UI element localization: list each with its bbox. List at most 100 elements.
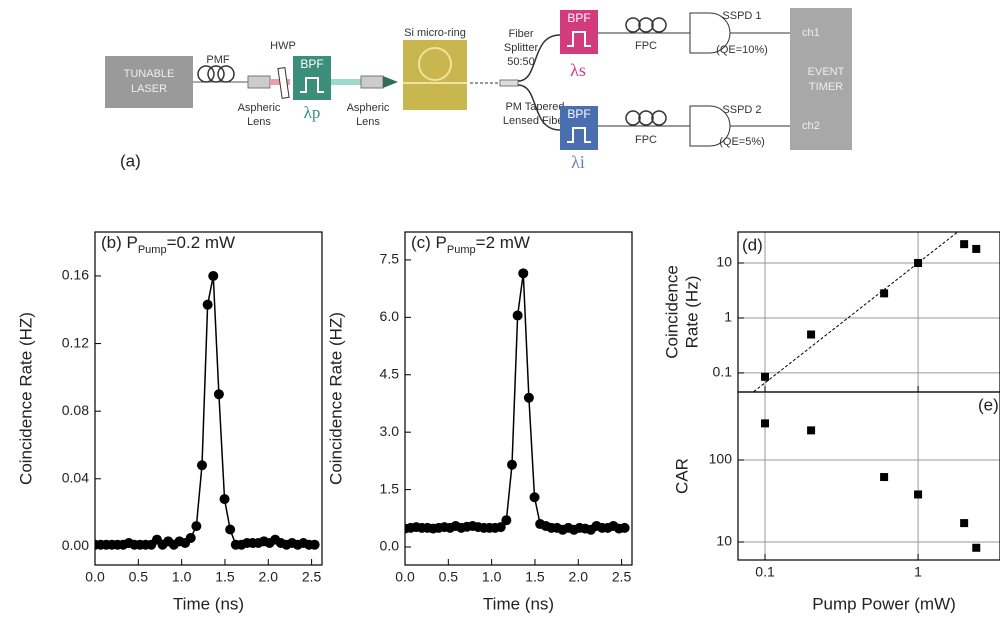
x-axis-label: Pump Power (mW) bbox=[812, 594, 956, 613]
chart: 0.0 0.5 1.0 1.5 2.0 2.5 0.0 1.5 3.0 4.5 6.0 7.5 Time… bbox=[326, 231, 633, 613]
data-point bbox=[880, 289, 889, 298]
split-fibers bbox=[517, 34, 561, 131]
plot-frame bbox=[737, 231, 1000, 393]
data-point bbox=[208, 270, 219, 281]
bpf-icon bbox=[567, 127, 591, 143]
ch-label: ch2 bbox=[802, 120, 820, 132]
y-tick-label: 0.0 bbox=[380, 538, 400, 554]
sspd2 bbox=[689, 105, 731, 147]
fpc bbox=[625, 17, 667, 126]
data-point bbox=[225, 524, 236, 535]
qe-label: (QE=10%) bbox=[716, 44, 768, 56]
x-tick-label: 1 bbox=[914, 564, 922, 580]
plot-frame bbox=[737, 391, 1000, 561]
data-point bbox=[185, 532, 196, 543]
fpc-label: FPC bbox=[635, 134, 657, 146]
plot-area bbox=[752, 232, 981, 392]
timer-label: TIMER bbox=[809, 81, 843, 93]
y-tick-label: 10 bbox=[716, 254, 732, 270]
x-tick-label: 2.5 bbox=[302, 569, 322, 585]
y-tick-label: 0.1 bbox=[713, 364, 733, 380]
x-tick-label: 0.0 bbox=[395, 569, 415, 585]
y-tick-label: 6.0 bbox=[380, 308, 400, 324]
lens-label: Aspheric bbox=[238, 102, 281, 114]
data-point bbox=[512, 310, 523, 321]
timer-label: EVENT bbox=[808, 66, 845, 78]
sspd1 bbox=[689, 12, 731, 54]
y-axis-label: Rate (Hz) bbox=[682, 276, 701, 349]
y-axis-label: Coincidence bbox=[662, 265, 681, 359]
x-tick-label: 2.0 bbox=[569, 569, 589, 585]
annotation-text: =0.2 mW bbox=[167, 233, 236, 252]
chart: 0.1 1 10 Coincidence Rate (Hz) (d) bbox=[662, 231, 1000, 393]
x-axis-label: Time (ns) bbox=[173, 594, 244, 613]
data-point bbox=[495, 522, 506, 533]
data-point bbox=[213, 389, 224, 400]
lens bbox=[360, 75, 384, 89]
data-point bbox=[529, 492, 540, 503]
x-tick-label: 1.5 bbox=[215, 569, 235, 585]
data-point bbox=[807, 426, 816, 435]
x-tick-label: 0.0 bbox=[85, 569, 105, 585]
x-tick-label: 1.0 bbox=[482, 569, 502, 585]
data-point bbox=[972, 244, 981, 253]
data-point bbox=[507, 459, 518, 470]
panel-annotation: (e) bbox=[978, 395, 999, 414]
y-axis-label: Coincidence Rate (HZ) bbox=[326, 312, 345, 485]
x-tick-label: 1.5 bbox=[525, 569, 545, 585]
x-tick-label: 1.0 bbox=[172, 569, 192, 585]
data-point bbox=[523, 392, 534, 403]
tapered-label: PM Tapered bbox=[505, 101, 564, 113]
lambda-p: λp bbox=[304, 103, 321, 122]
annotation-text: =2 mW bbox=[476, 233, 530, 252]
bpf-label: BPF bbox=[300, 57, 323, 71]
data-point bbox=[191, 521, 202, 532]
data-point bbox=[880, 473, 889, 482]
fpc-label: FPC bbox=[635, 40, 657, 52]
x-tick-label: 0.5 bbox=[439, 569, 459, 585]
y-tick-label: 0.00 bbox=[62, 537, 89, 553]
y-axis-label: Coincidence Rate (HZ) bbox=[16, 312, 35, 485]
x-axis-label: Time (ns) bbox=[483, 594, 554, 613]
data-point bbox=[309, 539, 320, 550]
y-tick-label: 1.5 bbox=[380, 480, 400, 496]
laser-label: TUNABLE bbox=[124, 68, 175, 80]
splitter-label: Splitter bbox=[504, 42, 539, 54]
bpf-icon bbox=[300, 77, 324, 93]
lens-label: Lens bbox=[247, 116, 271, 128]
y-tick-label: 10 bbox=[716, 533, 732, 549]
data-point bbox=[202, 299, 213, 310]
data-point bbox=[914, 490, 923, 499]
ring-label: Si micro-ring bbox=[404, 27, 466, 39]
pmf-label: PMF bbox=[206, 54, 230, 66]
chip bbox=[403, 40, 467, 110]
pmf-coil bbox=[197, 65, 235, 83]
hwp-label: HWP bbox=[270, 40, 296, 52]
lens-label: Lens bbox=[356, 116, 380, 128]
data-point bbox=[761, 372, 770, 381]
tapered-label: Lensed Fiber bbox=[503, 115, 568, 127]
y-tick-label: 0.04 bbox=[62, 469, 89, 485]
y-axis-label: CAR bbox=[672, 458, 691, 494]
annotation-text: (c) P bbox=[411, 233, 447, 252]
y-tick-label: 0.16 bbox=[62, 267, 89, 283]
setup-diagram: TUNABLE LASER PMF HWP Aspheric Lens BPF … bbox=[105, 8, 852, 172]
y-tick-label: 7.5 bbox=[380, 251, 400, 267]
panel-annotation: (c) PPump=2 mW bbox=[411, 233, 530, 255]
x-tick-label: 0.5 bbox=[129, 569, 149, 585]
splitter-label: Fiber bbox=[508, 28, 533, 40]
laser-box bbox=[105, 56, 193, 108]
fit-line bbox=[752, 232, 959, 392]
data-point bbox=[501, 515, 512, 526]
beam bbox=[331, 79, 361, 85]
data-line bbox=[95, 275, 315, 546]
hwp bbox=[277, 67, 290, 99]
plot-frame bbox=[404, 231, 633, 566]
data-point bbox=[807, 330, 816, 339]
bpf-label: BPF bbox=[567, 107, 590, 121]
lambda-i: λi bbox=[571, 152, 585, 172]
fiber-tip bbox=[383, 76, 398, 88]
qe-label: (QE=5%) bbox=[719, 136, 765, 148]
bpf-label: BPF bbox=[567, 11, 590, 25]
y-tick-label: 0.12 bbox=[62, 334, 89, 350]
